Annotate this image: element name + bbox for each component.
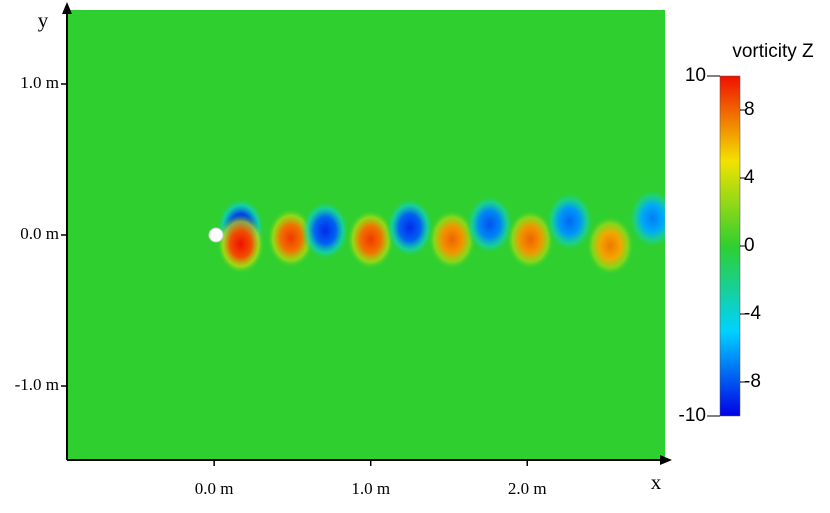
y-axis-label: y (38, 8, 49, 32)
x-tick-label: 2.0 m (508, 479, 547, 498)
y-tick-label: 0.0 m (20, 224, 59, 243)
colorbar (719, 75, 741, 417)
cylinder (208, 227, 224, 243)
vortex (628, 188, 665, 249)
vortex (545, 191, 594, 252)
vortex (586, 215, 635, 276)
colorbar-tick-label: -4 (744, 303, 761, 324)
vortex (216, 214, 265, 275)
colorbar-tick-label: 0 (744, 235, 755, 256)
y-arrow (62, 2, 72, 14)
vortex (428, 209, 477, 270)
x-axis-label: x (651, 470, 662, 494)
colorbar-tick-label: 8 (744, 99, 755, 120)
colorbar-tick-label: -10 (679, 405, 706, 426)
x-tick-label: 1.0 m (351, 479, 390, 498)
vortex (301, 200, 350, 261)
vortex (506, 209, 555, 270)
colorbar-tick-label: 4 (744, 167, 755, 188)
x-tick-label: 0.0 m (195, 479, 234, 498)
vortex (346, 209, 395, 270)
vortex (385, 197, 434, 258)
y-tick-label: -1.0 m (15, 375, 59, 394)
colorbar-title: vorticity Z (732, 41, 814, 62)
y-tick-label: 1.0 m (20, 73, 59, 92)
vortex (465, 194, 514, 255)
x-arrow (660, 455, 672, 465)
colorbar-tick-label: -8 (744, 371, 761, 392)
colorbar-tick-label: 10 (685, 65, 706, 86)
